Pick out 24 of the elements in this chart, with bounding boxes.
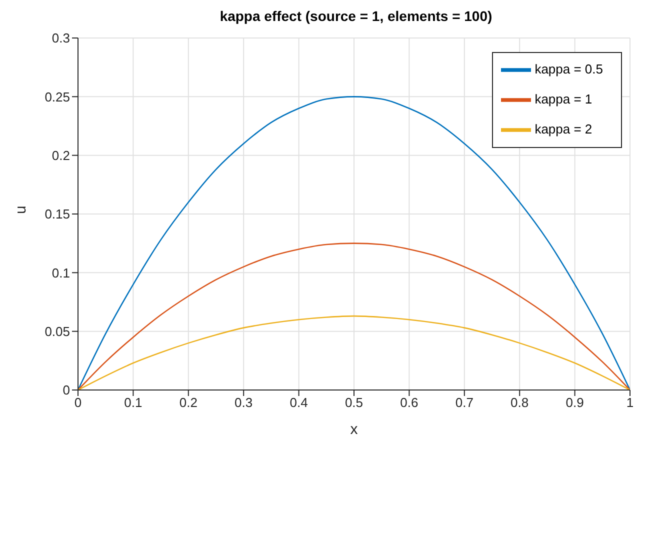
x-tick-label: 0.6	[400, 395, 418, 410]
x-tick-label: 0.3	[234, 395, 253, 410]
x-tick-label: 0.2	[179, 395, 198, 410]
chart-title: kappa effect (source = 1, elements = 100)	[218, 8, 494, 26]
y-tick-label: 0.05	[44, 324, 70, 339]
y-tick-label: 0.1	[52, 265, 70, 280]
x-tick-label: 0.4	[290, 395, 308, 410]
y-tick-label: 0.3	[52, 30, 70, 46]
legend-label: kappa = 1	[534, 91, 592, 106]
legend-label: kappa = 0.5	[534, 61, 603, 76]
y-tick-label: 0	[62, 382, 70, 398]
x-axis-title: x	[350, 421, 358, 438]
x-tick-label: 0.9	[566, 395, 584, 410]
x-tick-label: 0.1	[124, 395, 142, 410]
x-tick-label: 0.7	[455, 395, 474, 410]
x-tick-label: 0.5	[344, 395, 364, 410]
x-tick-label: 1	[626, 395, 634, 410]
y-tick-label: 0.15	[44, 206, 70, 222]
y-tick-label: 0.25	[44, 89, 70, 104]
x-tick-label: 0.8	[510, 395, 529, 410]
x-tick-label: 0	[74, 395, 82, 410]
y-axis-title: u	[12, 206, 30, 214]
y-tick-label: 0.2	[52, 148, 70, 163]
legend-label: kappa = 2	[534, 121, 592, 136]
